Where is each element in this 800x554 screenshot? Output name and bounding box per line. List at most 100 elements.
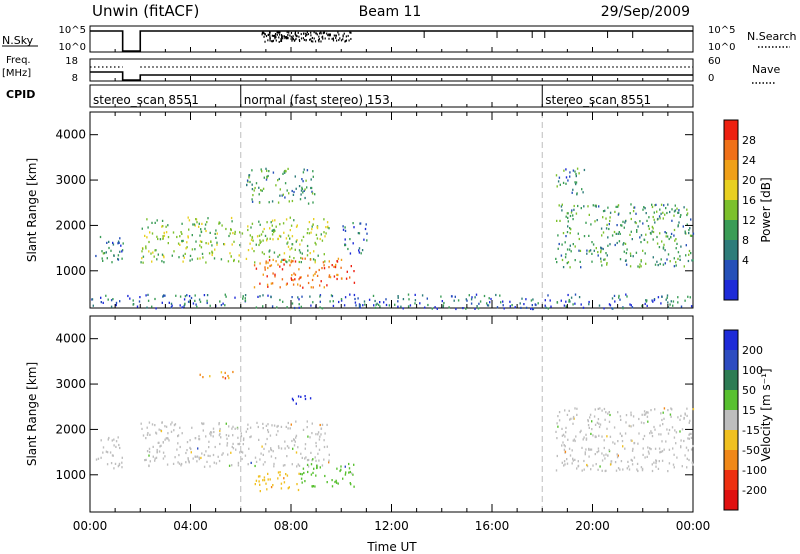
data-point xyxy=(267,429,269,432)
data-point xyxy=(679,418,681,421)
data-point xyxy=(106,241,108,244)
data-point xyxy=(170,306,173,309)
data-point xyxy=(521,297,523,300)
data-point xyxy=(673,214,675,217)
data-point xyxy=(348,467,351,470)
data-point xyxy=(276,306,278,309)
data-point xyxy=(240,450,243,453)
data-point xyxy=(642,208,644,211)
data-point xyxy=(259,483,261,486)
data-point xyxy=(145,245,147,248)
data-point xyxy=(558,411,561,414)
data-point xyxy=(349,252,352,255)
data-point xyxy=(300,256,302,260)
data-point xyxy=(206,299,208,302)
data-point xyxy=(258,186,260,189)
data-point xyxy=(102,446,105,449)
data-point xyxy=(664,262,666,265)
data-point xyxy=(262,294,264,297)
data-point xyxy=(284,196,286,199)
data-point xyxy=(273,424,276,427)
data-point xyxy=(601,264,603,267)
data-point xyxy=(358,232,361,235)
data-point xyxy=(312,170,314,173)
data-point xyxy=(671,426,674,429)
data-point xyxy=(208,440,210,443)
colorbar-swatch xyxy=(724,220,738,240)
data-point xyxy=(352,473,354,476)
data-point xyxy=(638,417,640,421)
data-point xyxy=(304,397,307,401)
data-point xyxy=(688,249,691,253)
data-point xyxy=(286,189,288,192)
data-point xyxy=(289,229,291,232)
data-point xyxy=(575,175,577,178)
nsky-search-point xyxy=(347,34,349,37)
data-point xyxy=(210,240,212,243)
data-point xyxy=(288,446,290,449)
data-point xyxy=(675,431,678,434)
data-point xyxy=(185,451,187,455)
data-point xyxy=(277,201,280,204)
data-point xyxy=(661,450,664,453)
data-point xyxy=(306,232,309,235)
data-point xyxy=(594,220,596,223)
data-point xyxy=(619,432,621,435)
data-point xyxy=(291,296,293,299)
data-point xyxy=(686,223,688,226)
data-point xyxy=(647,411,649,414)
colorbar-swatch xyxy=(724,280,738,300)
nsky-search-point xyxy=(264,40,266,43)
data-point xyxy=(556,301,558,304)
data-point xyxy=(626,295,628,298)
data-point xyxy=(588,213,590,216)
data-point xyxy=(564,450,567,453)
nsky-line xyxy=(90,30,693,52)
data-point xyxy=(151,260,153,263)
data-point xyxy=(292,193,295,196)
data-point xyxy=(287,241,289,244)
data-point xyxy=(336,273,338,276)
data-point xyxy=(278,234,281,237)
data-point xyxy=(260,168,262,171)
data-point xyxy=(231,464,233,467)
data-point xyxy=(161,253,164,256)
data-point xyxy=(115,445,117,448)
data-point xyxy=(101,257,103,260)
data-point xyxy=(665,298,667,301)
data-point xyxy=(408,298,410,301)
data-point xyxy=(309,397,312,400)
nsky-search-point xyxy=(315,32,317,35)
data-point xyxy=(692,408,695,411)
data-point xyxy=(677,211,680,214)
data-point xyxy=(646,411,648,414)
data-point xyxy=(194,299,196,302)
data-point xyxy=(283,263,285,266)
data-point xyxy=(209,454,211,458)
data-point xyxy=(203,453,206,457)
data-point xyxy=(560,205,563,208)
data-point xyxy=(465,307,467,310)
nsky-search-point xyxy=(318,35,320,38)
data-point xyxy=(479,300,482,303)
data-point xyxy=(200,230,203,234)
data-point xyxy=(622,468,624,471)
data-point xyxy=(570,250,572,253)
data-point xyxy=(345,277,348,280)
data-point xyxy=(576,192,578,195)
data-point xyxy=(483,294,486,298)
data-point xyxy=(383,301,385,304)
data-point xyxy=(298,260,300,264)
data-point xyxy=(300,276,302,279)
data-point xyxy=(274,273,276,276)
data-point xyxy=(146,236,148,239)
data-point xyxy=(289,248,291,251)
data-point xyxy=(625,421,627,424)
data-point xyxy=(601,452,603,455)
data-point xyxy=(547,307,549,310)
data-point xyxy=(262,453,264,456)
data-point xyxy=(132,299,134,302)
data-point xyxy=(158,428,160,431)
data-point xyxy=(107,438,109,441)
data-point xyxy=(590,448,593,451)
